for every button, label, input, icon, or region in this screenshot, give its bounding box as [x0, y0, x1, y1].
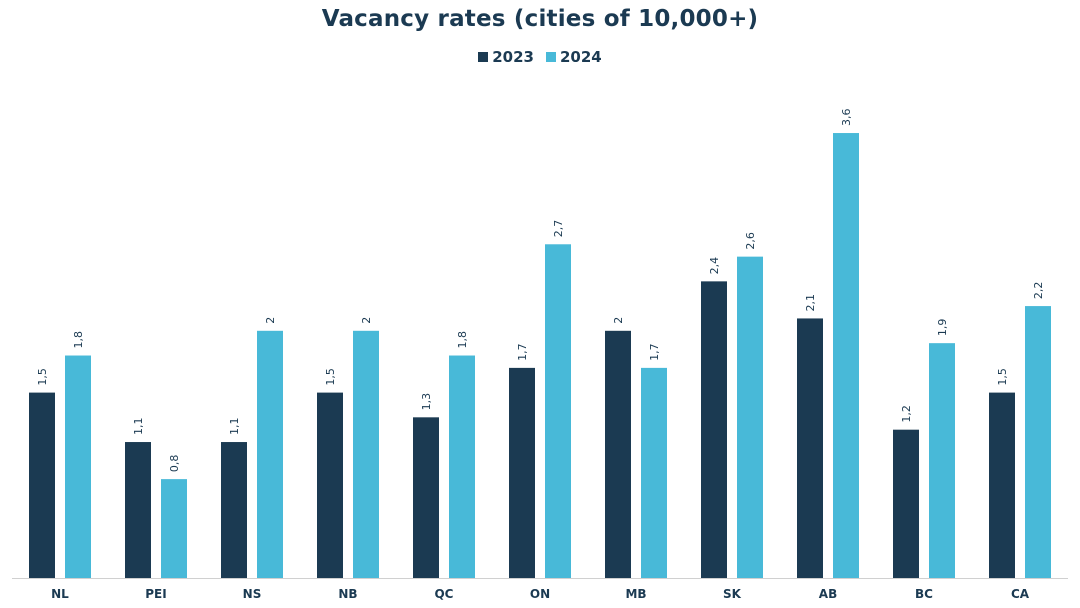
bar-2024-sk	[737, 256, 763, 578]
bar-2024-bc	[929, 343, 955, 578]
data-label-2024-ab: 3,6	[840, 109, 853, 127]
bar-2024-mb	[641, 367, 667, 578]
data-label-2023-ab: 2,1	[804, 294, 817, 312]
data-label-2023-on: 1,7	[516, 343, 529, 361]
legend: 2023 2024	[0, 48, 1080, 66]
data-label-2024-ca: 2,2	[1032, 282, 1045, 300]
data-label-2023-mb: 2	[612, 317, 625, 324]
bar-2023-qc	[413, 417, 439, 578]
bar-2023-pei	[125, 442, 151, 578]
data-label-2023-sk: 2,4	[708, 257, 721, 275]
data-label-2024-qc: 1,8	[456, 331, 469, 349]
bar-2024-on	[545, 244, 571, 578]
bar-2023-on	[509, 367, 535, 578]
bar-2024-nb	[353, 330, 379, 578]
bar-2023-ca	[989, 392, 1015, 578]
category-label-nl: NL	[51, 587, 69, 601]
data-label-2024-nb: 2	[360, 317, 373, 324]
category-label-mb: MB	[625, 587, 646, 601]
bar-2024-ca	[1025, 306, 1051, 578]
data-label-2023-bc: 1,2	[900, 405, 913, 423]
bar-2024-ns	[257, 330, 283, 578]
data-label-2024-bc: 1,9	[936, 319, 949, 337]
category-label-ab: AB	[819, 587, 837, 601]
legend-item-2023: 2023	[478, 48, 534, 66]
data-label-2023-nb: 1,5	[324, 368, 337, 386]
bar-2023-sk	[701, 281, 727, 578]
data-label-2024-nl: 1,8	[72, 331, 85, 349]
bar-2024-nl	[65, 355, 91, 578]
data-label-2023-ca: 1,5	[996, 368, 1009, 386]
bar-2023-ns	[221, 442, 247, 578]
legend-swatch-2024	[546, 52, 556, 62]
category-label-qc: QC	[434, 587, 453, 601]
category-label-ca: CA	[1011, 587, 1030, 601]
legend-swatch-2023	[478, 52, 489, 62]
bar-2023-ab	[797, 318, 823, 578]
category-label-pei: PEI	[145, 587, 166, 601]
category-label-bc: BC	[915, 587, 933, 601]
data-label-2023-nl: 1,5	[36, 368, 49, 386]
bar-2023-nl	[29, 392, 55, 578]
data-label-2023-pei: 1,1	[132, 418, 145, 436]
data-label-2023-ns: 1,1	[228, 418, 241, 436]
chart-title: Vacancy rates (cities of 10,000+)	[321, 6, 759, 32]
data-label-2023-qc: 1,3	[420, 393, 433, 411]
category-label-ns: NS	[243, 587, 262, 601]
bar-2024-ab	[833, 133, 859, 579]
legend-item-2024: 2024	[546, 48, 602, 66]
bar-2024-qc	[449, 355, 475, 578]
data-label-2024-ns: 2	[264, 317, 277, 324]
legend-label-2023: 2023	[492, 48, 534, 66]
data-label-2024-mb: 1,7	[648, 343, 661, 361]
category-label-nb: NB	[338, 587, 357, 601]
bar-2023-nb	[317, 392, 343, 578]
category-label-on: ON	[530, 587, 550, 601]
category-label-sk: SK	[723, 587, 742, 601]
bar-2023-bc	[893, 429, 919, 578]
bar-2024-pei	[161, 479, 187, 578]
data-label-2024-pei: 0,8	[168, 455, 181, 473]
bar-2023-mb	[605, 330, 631, 578]
legend-label-2024: 2024	[560, 48, 602, 66]
data-label-2024-on: 2,7	[552, 220, 565, 238]
data-label-2024-sk: 2,6	[744, 232, 757, 250]
